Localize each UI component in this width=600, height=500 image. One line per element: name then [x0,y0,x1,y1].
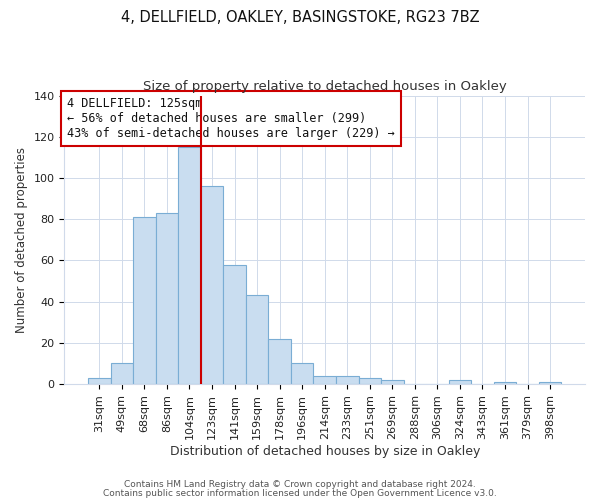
Title: Size of property relative to detached houses in Oakley: Size of property relative to detached ho… [143,80,506,93]
Bar [223,264,246,384]
Bar [178,147,201,384]
X-axis label: Distribution of detached houses by size in Oakley: Distribution of detached houses by size … [170,444,480,458]
Bar [494,382,516,384]
Bar [155,213,178,384]
Bar [381,380,404,384]
Bar [110,364,133,384]
Bar [268,339,291,384]
Bar [88,378,110,384]
Bar [291,364,313,384]
Text: Contains HM Land Registry data © Crown copyright and database right 2024.: Contains HM Land Registry data © Crown c… [124,480,476,489]
Bar [201,186,223,384]
Text: 4, DELLFIELD, OAKLEY, BASINGSTOKE, RG23 7BZ: 4, DELLFIELD, OAKLEY, BASINGSTOKE, RG23 … [121,10,479,25]
Bar [313,376,336,384]
Bar [133,217,155,384]
Bar [539,382,562,384]
Y-axis label: Number of detached properties: Number of detached properties [15,147,28,333]
Text: Contains public sector information licensed under the Open Government Licence v3: Contains public sector information licen… [103,488,497,498]
Text: 4 DELLFIELD: 125sqm
← 56% of detached houses are smaller (299)
43% of semi-detac: 4 DELLFIELD: 125sqm ← 56% of detached ho… [67,97,395,140]
Bar [449,380,471,384]
Bar [336,376,359,384]
Bar [246,296,268,384]
Bar [359,378,381,384]
